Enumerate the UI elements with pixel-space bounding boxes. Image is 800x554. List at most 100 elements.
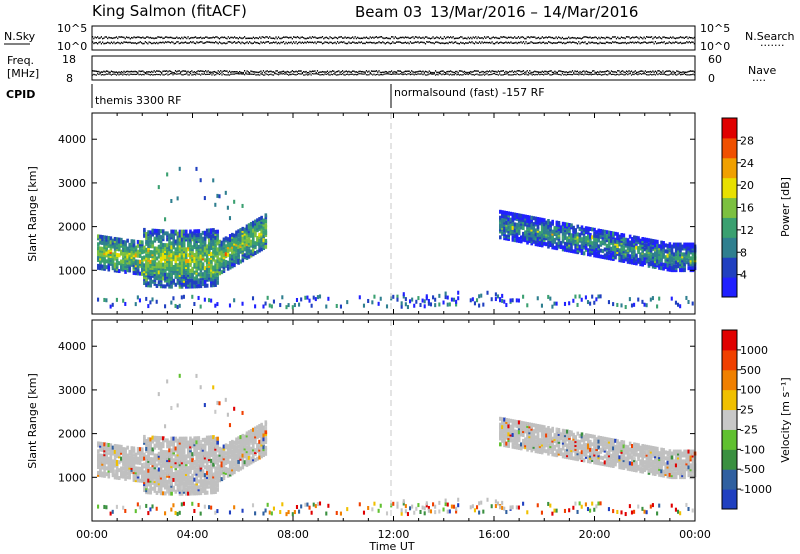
nsearch-point [622,41,624,44]
power-cell [210,242,213,247]
nsearch-point [380,42,383,44]
power-cell [689,256,693,261]
power-cell [413,303,416,308]
power-cell [103,257,106,262]
freq-point [339,71,341,74]
power-cell [264,238,268,243]
nave-point [197,73,199,75]
power-cell [691,252,695,257]
nave-point [237,73,239,75]
freq-point [394,71,396,73]
power-cell [547,244,550,249]
nsky-point [404,36,407,38]
nsky-point [296,36,298,38]
nsky-point [319,36,321,39]
nsearch-point [274,41,276,44]
nave-point [442,73,444,75]
freq-point [374,70,376,73]
power-cell [155,228,159,233]
power-cell [591,245,594,250]
nsearch-point [220,42,222,44]
nsearch-point [452,42,454,45]
freq-point [152,71,154,73]
power-cell [145,253,148,258]
velocity-cell [113,457,117,462]
velocity-cell [97,441,100,446]
nave-point [505,73,507,75]
power-cell [400,304,403,309]
nave-point [287,74,290,76]
freq-point [348,70,350,73]
nave-point [97,73,99,75]
freq-point [406,70,408,73]
velocity-cell [103,504,106,509]
nave-point [231,73,233,75]
power-cell [643,247,647,252]
nave-point [152,74,154,76]
freq-point [300,70,302,72]
nave-point [671,73,673,75]
nsearch-point [563,41,565,44]
nave-point [414,73,417,75]
nsky-point [597,37,599,40]
power-cell [570,223,573,228]
nsky-point [429,37,432,40]
nave-point [347,73,349,75]
nsearch-point [266,41,268,43]
nsearch-point [629,41,631,43]
velocity-cell [124,447,127,452]
power-cell [664,249,668,254]
velocity-cell [97,453,100,458]
nsky-point [554,37,556,40]
freq-point [280,71,282,73]
velocity-cell [109,443,113,448]
nsky-point [627,36,629,38]
nave-point [350,73,352,75]
freq-point [354,71,356,73]
freq-point [422,70,424,73]
power-cell [214,235,217,240]
nsearch-point [495,41,497,44]
nave-point [506,73,508,75]
nsearch-point [295,41,297,43]
velocity-cell [149,466,152,471]
power-cell [184,229,188,234]
nsky-point [177,37,179,40]
nave-point [244,74,246,76]
nave-point [398,73,400,75]
nsearch-point [451,41,453,43]
nave-point [534,74,536,76]
power-cell [161,248,165,253]
nave-point [521,73,523,75]
freq-point [108,71,110,73]
nsearch-point [413,41,415,44]
freq-point [613,71,615,73]
nsearch-point [326,41,329,44]
velocity-cell [126,453,129,458]
power-cell [231,254,234,259]
nave-point [225,74,227,76]
nsearch-point [676,41,678,43]
power-cell [140,267,144,272]
freq-point [200,70,202,72]
freq-point [691,70,693,72]
freq-point [683,71,685,74]
power-cell [679,242,682,247]
nave-point [639,73,641,75]
power-cell [641,299,644,304]
nsearch-point [623,42,625,44]
nave-point [171,73,173,75]
freq-point [271,71,273,73]
nave-point [635,73,638,75]
nave-point [470,73,472,75]
power-cell [216,255,219,260]
velocity-cell [172,446,175,451]
velocity-cell [113,443,117,448]
power-cell [214,273,217,278]
power-cell [586,226,590,231]
power-cell [607,254,611,259]
nsky-point [264,37,266,39]
power-cell [138,240,142,245]
nave-point [462,74,464,76]
power-cell [189,278,192,283]
